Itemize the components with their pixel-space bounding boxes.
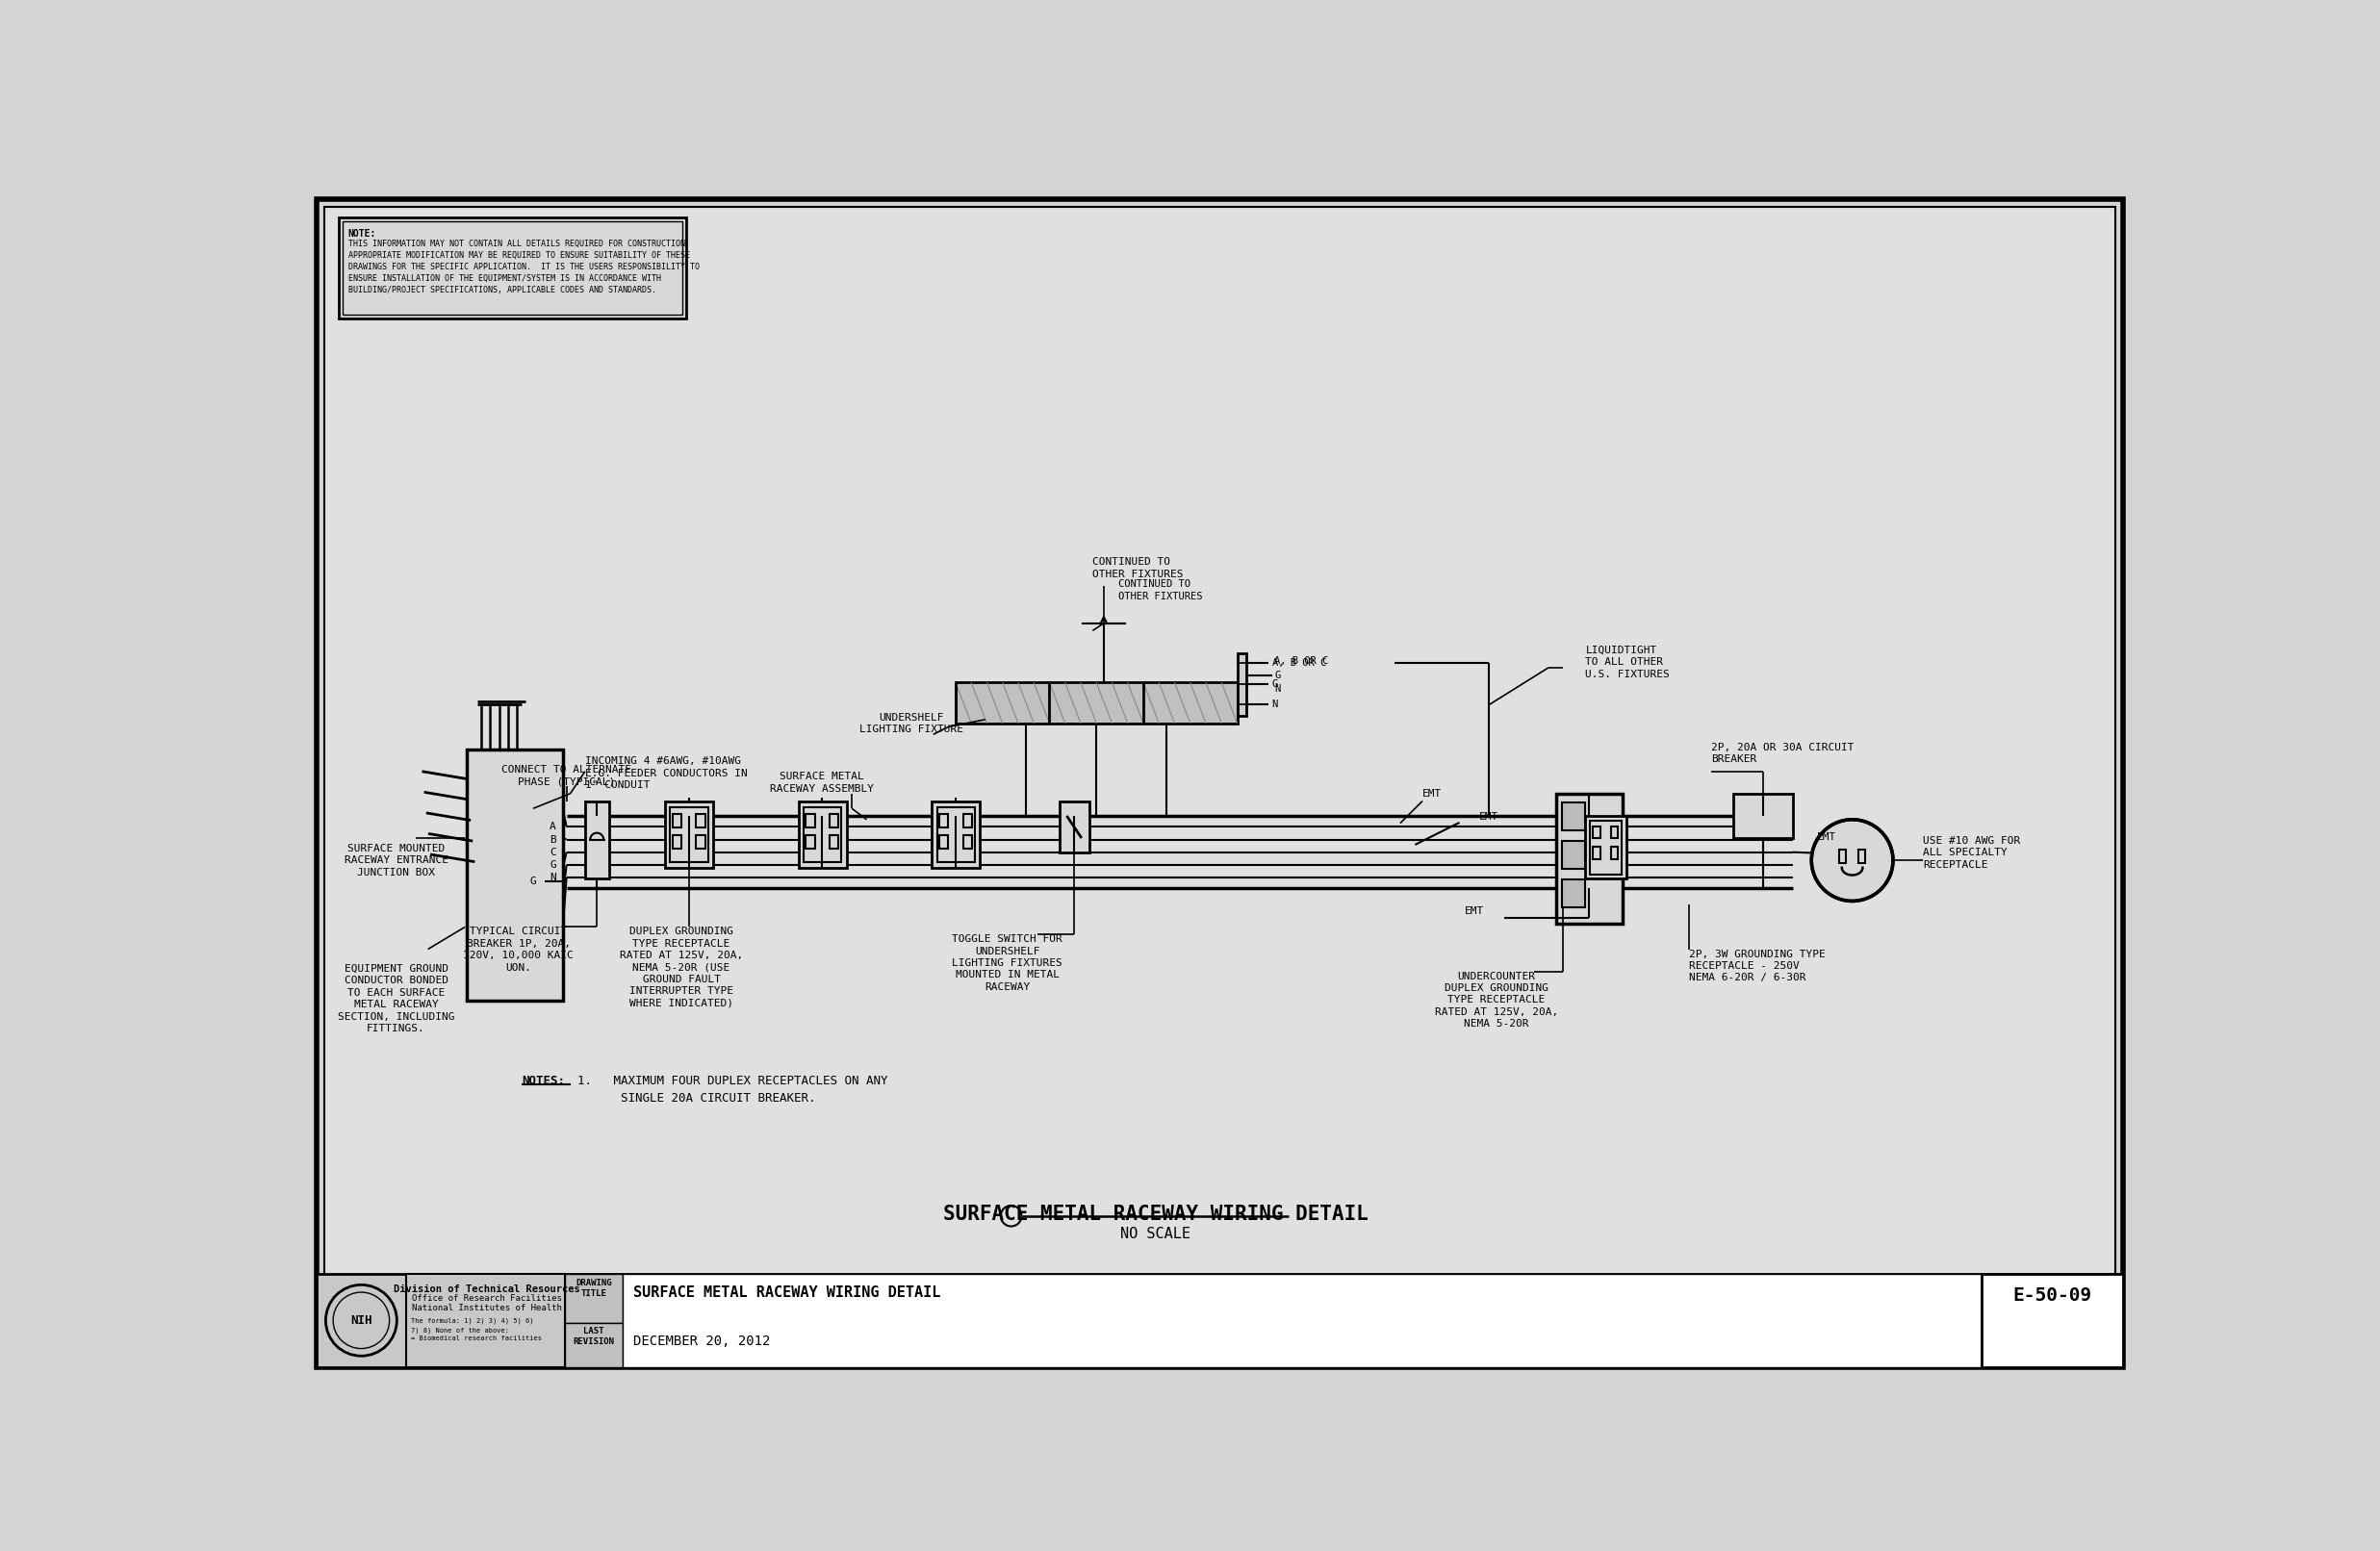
- Text: NIH: NIH: [350, 1314, 371, 1326]
- Bar: [1238, 653, 1247, 717]
- Text: EMT: EMT: [1480, 811, 1499, 822]
- Text: SURFACE MOUNTED
RACEWAY ENTRANCE
JUNCTION BOX: SURFACE MOUNTED RACEWAY ENTRANCE JUNCTIO…: [345, 844, 447, 876]
- Text: The formula: 1) 2) 3) 4) 5) 6): The formula: 1) 2) 3) 4) 5) 6): [412, 1318, 533, 1325]
- Text: NOTES:: NOTES:: [521, 1075, 566, 1087]
- Bar: [1590, 820, 1621, 875]
- Bar: [964, 814, 971, 828]
- Bar: [1561, 841, 1585, 869]
- Bar: [585, 800, 609, 879]
- Text: = Biomedical research facilities: = Biomedical research facilities: [412, 1335, 543, 1342]
- Bar: [343, 220, 683, 315]
- Text: SURFACE METAL RACEWAY WIRING DETAIL: SURFACE METAL RACEWAY WIRING DETAIL: [633, 1286, 940, 1300]
- Bar: [564, 1273, 624, 1323]
- Text: EQUIPMENT GROUND
CONDUCTOR BONDED
TO EACH SURFACE
METAL RACEWAY
SECTION, INCLUDI: EQUIPMENT GROUND CONDUCTOR BONDED TO EAC…: [338, 965, 455, 1033]
- Bar: [831, 814, 838, 828]
- Text: N: N: [550, 873, 557, 883]
- Text: C: C: [550, 847, 557, 858]
- Bar: [674, 834, 681, 848]
- Bar: [624, 1273, 1983, 1366]
- Circle shape: [1811, 819, 1892, 901]
- Text: G: G: [550, 859, 557, 870]
- Text: EMT: EMT: [1816, 833, 1835, 842]
- Text: DECEMBER 20, 2012: DECEMBER 20, 2012: [633, 1334, 771, 1348]
- Bar: [674, 814, 681, 828]
- Bar: [1733, 794, 1792, 838]
- Text: 1.   MAXIMUM FOUR DUPLEX RECEPTACLES ON ANY
      SINGLE 20A CIRCUIT BREAKER.: 1. MAXIMUM FOUR DUPLEX RECEPTACLES ON AN…: [578, 1075, 888, 1104]
- Text: A, B OR C
G
N: A, B OR C G N: [1273, 656, 1328, 695]
- Bar: [1611, 847, 1618, 859]
- Bar: [797, 800, 847, 867]
- Bar: [466, 749, 562, 1000]
- Bar: [1840, 850, 1847, 864]
- Bar: [1561, 802, 1585, 831]
- Text: DUPLEX GROUNDING
TYPE RECEPTACLE
RATED AT 125V, 20A,
NEMA 5-20R (USE
GROUND FAUL: DUPLEX GROUNDING TYPE RECEPTACLE RATED A…: [619, 927, 743, 1008]
- Text: SURFACE METAL
RACEWAY ASSEMBLY: SURFACE METAL RACEWAY ASSEMBLY: [771, 772, 873, 794]
- Bar: [697, 814, 704, 828]
- Text: TYPICAL CIRCUIT
BREAKER 1P, 20A,
120V, 10,000 KAIC
UON.: TYPICAL CIRCUIT BREAKER 1P, 20A, 120V, 1…: [464, 927, 574, 972]
- Bar: [933, 800, 981, 867]
- Text: G: G: [1271, 679, 1278, 689]
- Bar: [1592, 847, 1599, 859]
- Text: NO SCALE: NO SCALE: [1121, 1227, 1190, 1242]
- Text: LIQUIDTIGHT
TO ALL OTHER
U.S. FIXTURES: LIQUIDTIGHT TO ALL OTHER U.S. FIXTURES: [1585, 645, 1671, 679]
- Text: CONNECT TO ALTERNATE
PHASE (TYPICAL): CONNECT TO ALTERNATE PHASE (TYPICAL): [502, 765, 631, 786]
- Text: EMT: EMT: [1423, 789, 1442, 799]
- Bar: [807, 834, 814, 848]
- Bar: [807, 814, 814, 828]
- Text: 2P, 3W GROUNDING TYPE
RECEPTACLE - 250V
NEMA 6-20R / 6-30R: 2P, 3W GROUNDING TYPE RECEPTACLE - 250V …: [1690, 949, 1825, 983]
- Text: 2P, 20A OR 30A CIRCUIT
BREAKER: 2P, 20A OR 30A CIRCUIT BREAKER: [1711, 743, 1854, 765]
- Bar: [664, 800, 714, 867]
- Bar: [964, 834, 971, 848]
- Text: G: G: [531, 876, 536, 887]
- Bar: [1611, 827, 1618, 838]
- Bar: [1592, 827, 1599, 838]
- Circle shape: [326, 1284, 397, 1356]
- Text: LAST
REVISION: LAST REVISION: [574, 1328, 614, 1346]
- Bar: [1557, 794, 1623, 923]
- Text: TOGGLE SWITCH FOR
UNDERSHELF
LIGHTING FIXTURES
MOUNTED IN METAL
RACEWAY: TOGGLE SWITCH FOR UNDERSHELF LIGHTING FI…: [952, 934, 1061, 991]
- Text: Division of Technical Resources: Division of Technical Resources: [395, 1284, 581, 1294]
- Text: EMT: EMT: [1464, 906, 1485, 915]
- Text: NOTE:: NOTE:: [347, 230, 376, 239]
- Text: THIS INFORMATION MAY NOT CONTAIN ALL DETAILS REQUIRED FOR CONSTRUCTION.
APPROPRI: THIS INFORMATION MAY NOT CONTAIN ALL DET…: [347, 239, 700, 295]
- Bar: [804, 807, 843, 862]
- Text: B: B: [550, 834, 557, 844]
- Text: UNDERCOUNTER
DUPLEX GROUNDING
TYPE RECEPTACLE
RATED AT 125V, 20A,
NEMA 5-20R: UNDERCOUNTER DUPLEX GROUNDING TYPE RECEP…: [1435, 971, 1559, 1028]
- Text: INCOMING 4 #6AWG, #10AWG
E.G. FEEDER CONDUCTORS IN
1" CONDUIT: INCOMING 4 #6AWG, #10AWG E.G. FEEDER CON…: [585, 757, 747, 789]
- Text: Office of Research Facilities: Office of Research Facilities: [412, 1295, 562, 1303]
- Bar: [697, 834, 704, 848]
- Bar: [1059, 800, 1090, 853]
- Text: CONTINUED TO
OTHER FIXTURES: CONTINUED TO OTHER FIXTURES: [1092, 557, 1183, 579]
- Text: SURFACE METAL RACEWAY WIRING DETAIL: SURFACE METAL RACEWAY WIRING DETAIL: [942, 1205, 1368, 1224]
- Bar: [1859, 850, 1866, 864]
- Bar: [940, 814, 947, 828]
- Text: UNDERSHELF
LIGHTING FIXTURE: UNDERSHELF LIGHTING FIXTURE: [859, 713, 964, 734]
- Text: E-50-09: E-50-09: [2013, 1287, 2092, 1304]
- Text: 7) 8) None of the above:: 7) 8) None of the above:: [412, 1328, 509, 1334]
- Bar: [954, 682, 1238, 723]
- Circle shape: [1000, 1205, 1021, 1227]
- Bar: [405, 1273, 564, 1366]
- Bar: [317, 1273, 2123, 1366]
- Bar: [1983, 1273, 2123, 1366]
- Bar: [940, 834, 947, 848]
- Bar: [564, 1323, 624, 1366]
- Bar: [338, 217, 685, 318]
- Text: DRAWING
TITLE: DRAWING TITLE: [576, 1280, 612, 1298]
- Bar: [1561, 879, 1585, 907]
- Text: National Institutes of Health: National Institutes of Health: [412, 1303, 562, 1312]
- Text: CONTINUED TO
OTHER FIXTURES: CONTINUED TO OTHER FIXTURES: [1119, 580, 1202, 600]
- Bar: [1585, 816, 1626, 879]
- Bar: [831, 834, 838, 848]
- Text: A, B OR C: A, B OR C: [1271, 659, 1326, 668]
- Text: A: A: [550, 822, 557, 831]
- Text: USE #10 AWG FOR
ALL SPECIALTY
RECEPTACLE: USE #10 AWG FOR ALL SPECIALTY RECEPTACLE: [1923, 836, 2021, 870]
- Text: N: N: [1271, 700, 1278, 709]
- Bar: [671, 807, 709, 862]
- Bar: [938, 807, 976, 862]
